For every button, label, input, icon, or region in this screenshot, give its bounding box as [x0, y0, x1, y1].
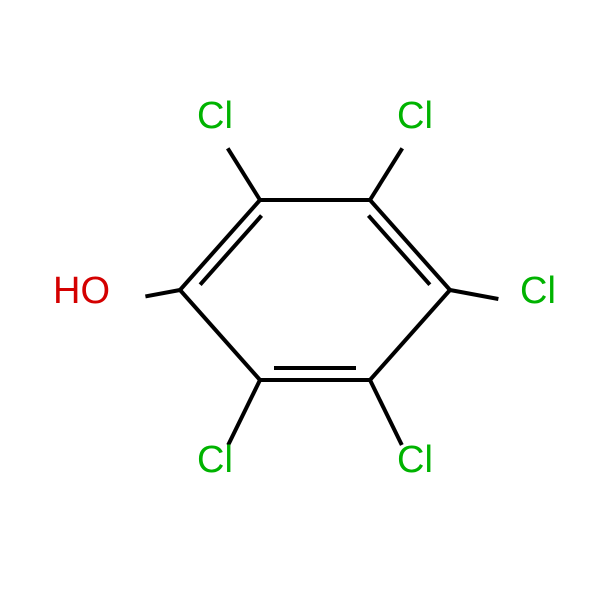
atom-label-cl6: Cl	[197, 439, 233, 481]
bond-C5-Cl5	[370, 380, 402, 445]
bond-C4-C5	[370, 290, 450, 380]
atom-label-cl4: Cl	[520, 270, 556, 312]
bond-C4-Cl4	[450, 290, 498, 299]
bond-C6-C1	[180, 290, 260, 380]
atom-label-cl3: Cl	[397, 95, 433, 137]
bond-C3-Cl3	[370, 148, 402, 200]
molecule-diagram: HO Cl Cl Cl Cl Cl	[0, 0, 600, 600]
bond-C3-C4-inner	[368, 216, 429, 285]
bond-C1-OH	[145, 290, 180, 296]
bond-C6-Cl6	[228, 380, 260, 445]
bond-C1-C2	[180, 200, 260, 290]
bond-C3-C4	[370, 200, 450, 290]
atom-label-cl2: Cl	[197, 95, 233, 137]
bond-C1-C2-inner	[200, 216, 261, 285]
bond-C2-Cl2	[228, 148, 260, 200]
atom-label-cl5: Cl	[397, 439, 433, 481]
atom-label-oh: HO	[53, 270, 110, 312]
